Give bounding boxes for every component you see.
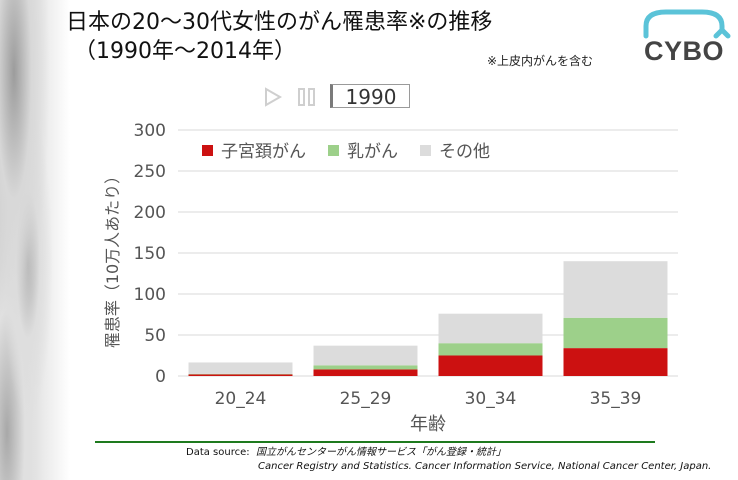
stacked-bar-chart: 0 50 100 150 200 250 300 20_24 25_29 30_34 35_39 年齢… [103, 121, 678, 435]
y-tick-label: 150 [134, 244, 166, 264]
y-tick-label: 0 [155, 367, 166, 387]
cybo-logo: CYBO [636, 6, 732, 76]
bar-segment [438, 313, 543, 344]
bar-segment [188, 362, 293, 374]
bar-segment [438, 343, 543, 356]
legend-swatch [202, 145, 213, 156]
legend-label: 子宮頚がん [221, 142, 306, 162]
logo-text: CYBO [643, 36, 724, 66]
y-tick-label: 250 [134, 162, 166, 182]
legend-swatch [328, 145, 339, 156]
bar-segment [313, 345, 418, 366]
legend-swatch [420, 145, 431, 156]
source-divider [95, 441, 655, 443]
pause-icon[interactable] [296, 87, 318, 107]
bar-segment [563, 348, 668, 376]
legend-label: その他 [439, 142, 490, 162]
source-label: Data source: [186, 447, 250, 458]
background-decoration [0, 0, 70, 480]
bar-segment [188, 374, 293, 376]
logo-mark-icon [643, 9, 731, 39]
data-source: Data source: 国立がんセンターがん情報サービス「がん登録・統計」 C… [186, 446, 711, 474]
source-jp: 国立がんセンターがん情報サービス「がん登録・統計」 [256, 447, 506, 458]
y-tick-label: 300 [134, 121, 166, 141]
source-en: Cancer Registry and Statistics. Cancer I… [258, 461, 712, 472]
legend-label: 乳がん [347, 142, 398, 162]
bar-segment [313, 369, 418, 376]
x-tick-label: 30_34 [465, 389, 517, 409]
y-tick-label: 200 [134, 203, 166, 223]
title-line-1: 日本の20～30代女性のがん罹患率※の推移 [66, 10, 493, 35]
title-line-2: （1990年～2014年） [74, 39, 296, 64]
x-tick-label: 20_24 [215, 389, 267, 409]
x-tick-label: 25_29 [340, 389, 392, 409]
y-tick-label: 50 [144, 326, 166, 346]
year-display[interactable]: 1990 [330, 84, 410, 109]
x-axis-title: 年齢 [410, 414, 446, 435]
y-axis-title: 罹患率（10万人あたり） [103, 168, 122, 348]
bar-segment [563, 261, 668, 318]
x-tick-label: 35_39 [590, 389, 642, 409]
y-tick-label: 100 [134, 285, 166, 305]
title-note: ※上皮内がんを含む [487, 54, 594, 68]
bar-segment [313, 365, 418, 370]
bar-segment [438, 355, 543, 376]
bar-segment [563, 317, 668, 349]
chart-title: 日本の20～30代女性のがん罹患率※の推移 （1990年～2014年） [66, 8, 492, 66]
play-icon[interactable] [262, 87, 284, 107]
